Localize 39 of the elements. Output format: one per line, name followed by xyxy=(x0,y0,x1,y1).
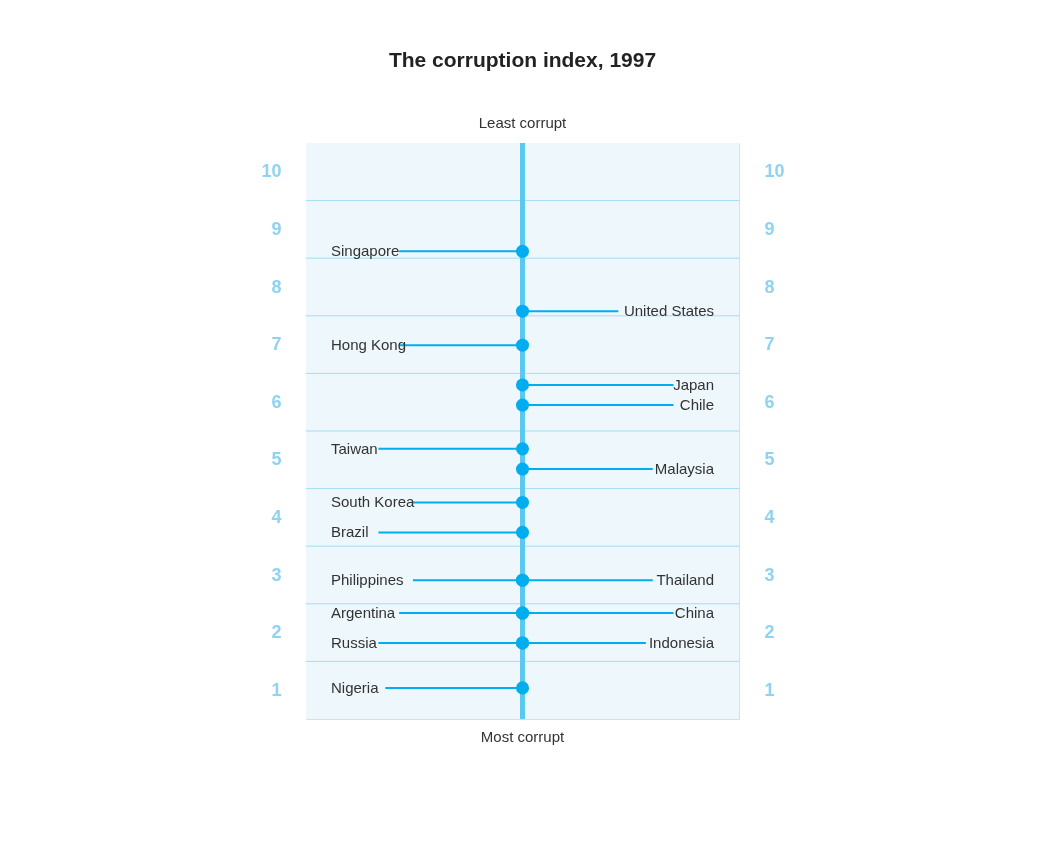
data-label: Hong Kong xyxy=(331,336,407,354)
y-tick-label: 8 xyxy=(271,276,282,297)
data-label: Malaysia xyxy=(654,460,715,478)
data-label: Indonesia xyxy=(648,633,715,651)
y-tick-label: 2 xyxy=(271,622,282,643)
y2-tick-label: 4 xyxy=(764,506,775,527)
y2-tick-label: 7 xyxy=(764,334,775,355)
y2-tick-label: 9 xyxy=(764,218,775,239)
text: Most corrupt xyxy=(480,728,566,745)
y-tick-label: 6 xyxy=(271,391,282,412)
y-tick-label: 7 xyxy=(271,334,282,355)
y-tick-label: 5 xyxy=(271,449,282,470)
data-label: China xyxy=(674,604,715,622)
y-tick-label: 10 xyxy=(261,161,282,182)
y-tick-label: 4 xyxy=(271,506,282,527)
data-label: Taiwan xyxy=(331,439,378,457)
text: Least corrupt xyxy=(478,114,568,131)
y-tick-label: 9 xyxy=(271,218,282,239)
data-label: Chile xyxy=(679,396,714,414)
y2-tick-label: 2 xyxy=(764,622,775,643)
y2-tick-label: 3 xyxy=(764,564,775,585)
chart-title: The corruption index, 1997 xyxy=(388,48,657,71)
y2-tick-label: 8 xyxy=(764,276,775,297)
y2-tick-label: 1 xyxy=(764,679,775,700)
data-label: Thailand xyxy=(656,571,714,589)
y2-tick-label: 6 xyxy=(764,391,775,412)
y2-tick-label: 10 xyxy=(764,161,785,182)
data-label: United States xyxy=(623,302,714,320)
data-label: South Korea xyxy=(331,493,416,511)
data-label: Nigeria xyxy=(331,678,380,696)
data-label: Brazil xyxy=(331,523,369,541)
y2-tick-label: 5 xyxy=(764,449,775,470)
y-tick-label: 1 xyxy=(271,679,282,700)
data-label: Philippines xyxy=(331,571,404,589)
data-label: Singapore xyxy=(331,242,400,260)
data-label: Japan xyxy=(673,375,714,393)
y-tick-label: 3 xyxy=(271,564,282,585)
data-label: Argentina xyxy=(331,604,396,622)
data-label: Russia xyxy=(331,633,378,651)
